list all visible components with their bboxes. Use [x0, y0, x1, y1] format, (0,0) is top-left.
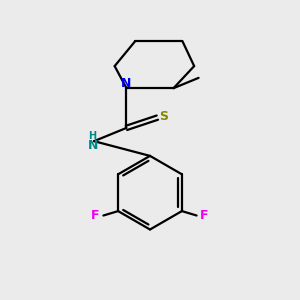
Text: N: N [121, 77, 132, 90]
Text: F: F [200, 209, 209, 222]
Text: N: N [87, 139, 98, 152]
Text: F: F [91, 209, 100, 222]
Text: S: S [159, 110, 168, 123]
Text: H: H [88, 131, 97, 141]
